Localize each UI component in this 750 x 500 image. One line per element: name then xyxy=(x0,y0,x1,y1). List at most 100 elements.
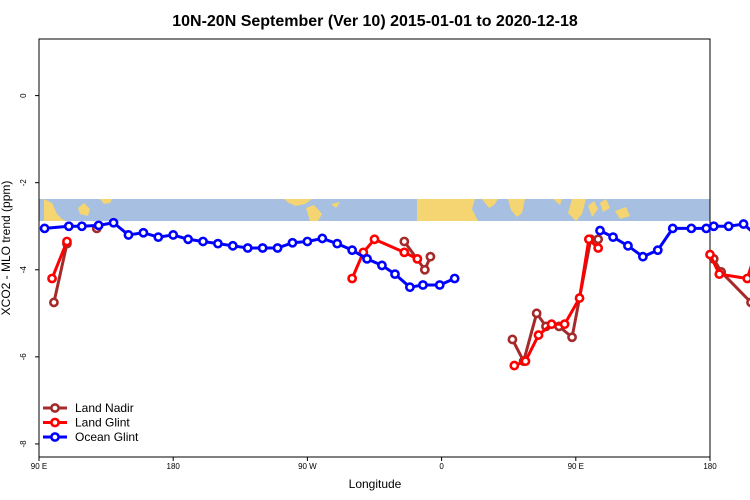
data-point xyxy=(559,319,570,330)
data-point xyxy=(746,297,750,308)
data-point xyxy=(742,273,750,284)
data-point xyxy=(399,236,410,247)
data-point xyxy=(198,236,208,247)
legend-marker xyxy=(50,432,60,442)
series-land-nadir xyxy=(49,223,750,367)
data-point xyxy=(412,253,423,264)
data-point xyxy=(509,360,520,371)
data-point xyxy=(183,234,194,245)
data-point xyxy=(317,233,328,244)
data-point xyxy=(168,230,179,240)
data-point xyxy=(347,245,358,256)
data-point xyxy=(302,236,313,247)
x-tick-label: 180 xyxy=(167,462,181,471)
data-point xyxy=(686,223,697,234)
y-tick-label: -8 xyxy=(19,440,28,448)
y-tick-label: 0 xyxy=(19,93,28,98)
data-point xyxy=(449,273,460,284)
data-point xyxy=(667,223,678,234)
data-point xyxy=(377,260,387,271)
x-axis: 90 E 180 90 W 0 90 E 180 xyxy=(31,457,717,471)
plot-frame xyxy=(38,38,711,458)
data-point xyxy=(419,264,430,275)
data-point xyxy=(332,238,343,249)
data-point xyxy=(701,223,712,234)
data-point xyxy=(574,293,585,303)
data-point xyxy=(108,217,119,228)
x-tick-label: 90 W xyxy=(298,462,317,471)
series-line xyxy=(712,258,750,304)
data-point xyxy=(608,232,618,243)
data-point xyxy=(62,236,72,247)
data-point xyxy=(705,249,715,260)
data-point xyxy=(583,234,594,245)
data-point xyxy=(652,245,663,256)
series-line xyxy=(44,221,456,289)
data-point xyxy=(546,319,557,330)
y-axis-label: XCO2 - MLO trend (ppm) xyxy=(0,181,13,316)
data-point xyxy=(39,223,50,234)
data-point xyxy=(47,273,57,284)
data-point xyxy=(272,243,283,253)
chart-title: 10N-20N September (Ver 10) 2015-01-01 to… xyxy=(172,13,578,30)
x-axis-label: Longitude xyxy=(349,477,402,491)
data-point xyxy=(49,297,59,308)
data-point xyxy=(362,253,372,264)
series-line xyxy=(708,253,750,280)
x-tick-label: 90 E xyxy=(568,462,584,471)
data-point xyxy=(123,230,134,240)
data-point xyxy=(405,282,415,293)
data-point xyxy=(390,269,400,280)
x-tick-label: 90 E xyxy=(31,462,47,471)
data-point xyxy=(714,269,725,280)
series-ocean-glint xyxy=(39,217,750,293)
data-point xyxy=(76,221,87,232)
data-point xyxy=(638,251,648,262)
legend-marker xyxy=(50,403,60,413)
map-ocean xyxy=(39,199,710,221)
data-point xyxy=(242,243,253,253)
legend-label: Land Nadir xyxy=(75,401,134,415)
data-point xyxy=(593,243,604,253)
data-point xyxy=(153,232,164,243)
legend-label: Ocean Glint xyxy=(75,430,139,444)
x-tick-label: 180 xyxy=(703,462,717,471)
data-point xyxy=(347,273,358,284)
data-point xyxy=(418,280,428,290)
data-point xyxy=(287,237,298,248)
data-point xyxy=(593,234,604,245)
x-tick-label: 0 xyxy=(439,462,444,471)
data-point xyxy=(399,247,410,258)
series-layer xyxy=(39,217,750,371)
legend-label: Land Glint xyxy=(75,416,130,430)
series-land-glint xyxy=(47,234,750,371)
data-point xyxy=(533,330,544,340)
data-point xyxy=(708,221,719,232)
map-land xyxy=(44,199,630,221)
data-point xyxy=(257,243,268,253)
data-point xyxy=(623,240,633,251)
data-point xyxy=(738,219,749,229)
data-point xyxy=(507,334,518,345)
data-point xyxy=(723,221,734,232)
data-point xyxy=(369,234,380,245)
data-point xyxy=(567,332,577,343)
data-point xyxy=(520,356,531,367)
data-point xyxy=(595,225,605,236)
y-tick-label: -2 xyxy=(19,179,28,187)
series-line xyxy=(50,240,69,280)
data-point xyxy=(434,280,445,290)
y-tick-label: -4 xyxy=(19,266,28,274)
data-point xyxy=(93,220,104,231)
y-tick-label: -6 xyxy=(19,353,28,361)
legend-marker xyxy=(50,417,60,428)
data-point xyxy=(531,308,542,319)
map-band xyxy=(39,199,710,221)
data-point xyxy=(425,251,436,262)
data-point xyxy=(138,227,149,238)
data-point xyxy=(213,238,223,249)
data-point xyxy=(227,240,238,251)
series-line xyxy=(52,243,69,303)
